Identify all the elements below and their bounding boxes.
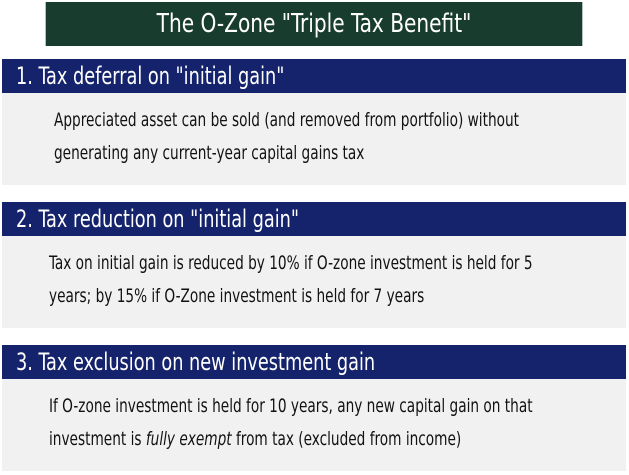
page-title: The O-Zone "Triple Tax Benefit" [45,2,583,46]
fully-exempt-emphasis: fully exempt [145,428,232,450]
section-1-heading: 1. Tax deferral on "initial gain" [16,62,285,90]
section-3-line-2-end: from tax (excluded from income) [231,428,462,450]
section-2-line-2: years; by 15% if O-Zone investment is he… [49,285,425,307]
section-1-line-2: generating any current-year capital gain… [54,142,365,164]
section-3-line-2-start: investment is [49,428,146,450]
section-2-header: 2. Tax reduction on "initial gain" [2,202,626,236]
section-3-heading: 3. Tax exclusion on new investment gain [16,348,376,376]
section-1-line-1: Appreciated asset can be sold (and remov… [54,109,520,131]
section-2-body: Tax on initial gain is reduced by 10% if… [2,236,626,328]
section-2-heading: 2. Tax reduction on "initial gain" [16,205,299,233]
section-1-header: 1. Tax deferral on "initial gain" [2,59,626,93]
section-3-line-1: If O-zone investment is held for 10 year… [49,395,533,417]
section-3-line-2: investment is fully exempt from tax (exc… [49,423,511,456]
section-2-line-1: Tax on initial gain is reduced by 10% if… [49,252,533,274]
section-3-body: If O-zone investment is held for 10 year… [2,379,626,471]
section-1-body: Appreciated asset can be sold (and remov… [2,93,626,185]
section-3-header: 3. Tax exclusion on new investment gain [2,345,626,379]
